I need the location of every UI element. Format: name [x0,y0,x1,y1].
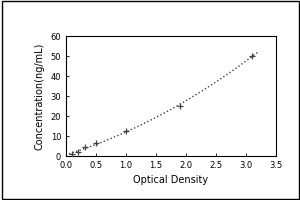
X-axis label: Optical Density: Optical Density [134,175,208,185]
Y-axis label: Concentration(ng/mL): Concentration(ng/mL) [35,42,45,150]
